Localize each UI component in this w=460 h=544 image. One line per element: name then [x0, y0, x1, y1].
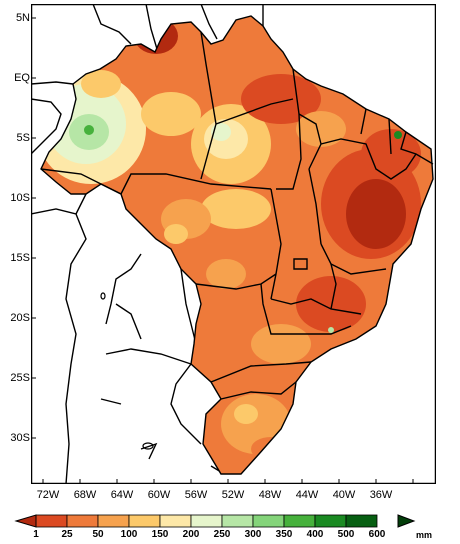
- lat-label-25s: 25S: [10, 372, 30, 384]
- colorbar-label-150: 150: [151, 529, 169, 540]
- lat-label-10s: 10S: [10, 192, 30, 204]
- lat-label-eq: EQ: [14, 72, 30, 84]
- islands: [100, 292, 154, 450]
- lon-label-40w: 40W: [332, 489, 356, 501]
- colorbar-swatch: [314, 514, 347, 528]
- lat-label-5s: 5S: [16, 132, 30, 144]
- brazil-borders: [40, 15, 434, 475]
- lon-label-64w: 64W: [110, 489, 134, 501]
- colorbar-label-25: 25: [61, 529, 73, 540]
- colorbar-swatch: [66, 514, 99, 528]
- colorbar-label-50: 50: [92, 529, 104, 540]
- colorbar-label-500: 500: [337, 529, 355, 540]
- colorbar-label-200: 200: [182, 529, 200, 540]
- colorbar-swatch: [159, 514, 192, 528]
- colorbar-label-300: 300: [244, 529, 262, 540]
- colorbar-swatch: [190, 514, 223, 528]
- colorbar-swatch: [283, 514, 316, 528]
- tick-marks: [31, 17, 414, 484]
- colorbar-swatch: [345, 514, 378, 528]
- colorbar-label-1: 1: [33, 529, 39, 540]
- neighbour-borders: [31, 4, 264, 484]
- lat-label-20s: 20S: [10, 312, 30, 324]
- lon-label-44w: 44W: [295, 489, 319, 501]
- colorbar-label-600: 600: [368, 529, 386, 540]
- colorbar-left-arrow: [14, 514, 37, 528]
- colorbar-label-350: 350: [275, 529, 293, 540]
- map-frame: [31, 4, 436, 484]
- colorbar-label-400: 400: [306, 529, 324, 540]
- colorbar: [14, 514, 416, 528]
- colorbar-label-250: 250: [213, 529, 231, 540]
- colorbar-swatch: [97, 514, 130, 528]
- map-border: [31, 4, 436, 484]
- lat-label-5n: 5N: [15, 12, 30, 24]
- lon-label-52w: 52W: [221, 489, 245, 501]
- lon-label-68w: 68W: [73, 489, 97, 501]
- lon-label-36w: 36W: [369, 489, 393, 501]
- lat-label-15s: 15S: [10, 252, 30, 264]
- lon-label-60w: 60W: [147, 489, 171, 501]
- colorbar-unit: mm: [416, 530, 433, 540]
- lon-label-48w: 48W: [258, 489, 282, 501]
- colorbar-label-100: 100: [120, 529, 138, 540]
- lon-label-72w: 72W: [36, 489, 60, 501]
- colorbar-right-arrow: [397, 514, 416, 528]
- colorbar-swatch: [35, 514, 68, 528]
- lon-label-56w: 56W: [184, 489, 208, 501]
- colorbar-swatch: [221, 514, 254, 528]
- colorbar-swatches: [35, 514, 378, 528]
- colorbar-swatch: [128, 514, 161, 528]
- colorbar-swatch: [252, 514, 285, 528]
- lat-label-30s: 30S: [10, 432, 30, 444]
